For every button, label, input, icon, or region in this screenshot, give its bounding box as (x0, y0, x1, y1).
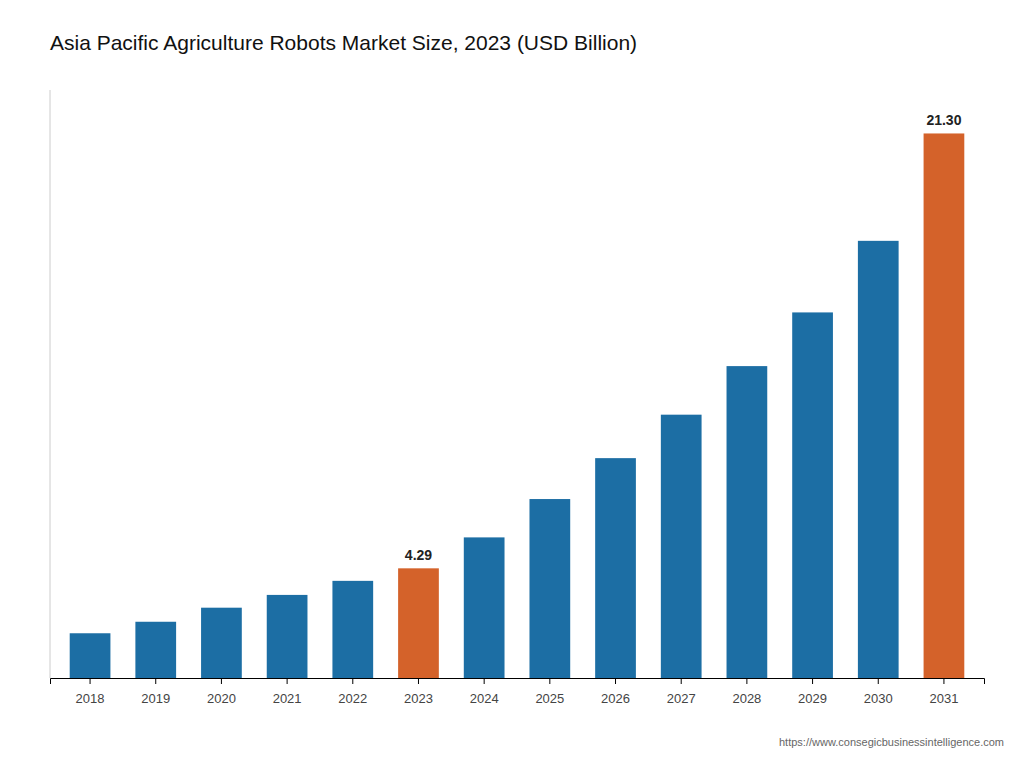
y-axis-line (50, 90, 51, 678)
x-tick-label: 2024 (470, 691, 499, 706)
x-tick-label: 2022 (338, 691, 367, 706)
bar (529, 499, 570, 678)
x-tick-label: 2026 (601, 691, 630, 706)
x-tick-mark (746, 678, 747, 684)
x-tick-mark (943, 678, 944, 684)
x-tick: 2026 (601, 678, 630, 706)
x-tick-mark (681, 678, 682, 684)
x-tick-mark (155, 678, 156, 684)
x-axis-line (51, 679, 985, 685)
x-tick: 2029 (798, 678, 827, 706)
x-tick-label: 2030 (864, 691, 893, 706)
x-tick-mark (484, 678, 485, 684)
x-tick-label: 2027 (667, 691, 696, 706)
bar (398, 568, 439, 678)
x-tick-label: 2029 (798, 691, 827, 706)
background (0, 0, 1024, 768)
x-tick: 2023 (404, 678, 433, 706)
bar (332, 581, 373, 678)
x-tick: 2025 (535, 678, 564, 706)
x-tick-label: 2020 (207, 691, 236, 706)
x-tick: 2018 (76, 678, 105, 706)
x-tick-mark (615, 678, 616, 684)
annotation: https://www.consegicbusinessintelligence… (779, 736, 1004, 748)
x-tick: 2019 (141, 678, 170, 706)
bar (201, 608, 242, 678)
x-tick-mark (418, 678, 419, 684)
x-tick: 2022 (338, 678, 367, 706)
x-tick-label: 2023 (404, 691, 433, 706)
plot: 2018 2019 2020 2021 2022 2023 2024 2025 2026 2027… (50, 90, 985, 706)
x-tick: 2020 (207, 678, 236, 706)
x-tick: 2021 (273, 678, 302, 706)
x-tick-label: 2018 (76, 691, 105, 706)
title: Asia Pacific Agriculture Robots Market S… (50, 31, 637, 54)
x-tick-label: 2019 (141, 691, 170, 706)
x-tick-mark (352, 678, 353, 684)
bars (70, 133, 965, 678)
x-tick: 2024 (470, 678, 499, 706)
x-tick-label: 2028 (732, 691, 761, 706)
chart: 2018 2019 2020 2021 2022 2023 2024 2025 2026 2027… (0, 0, 1024, 768)
x-tick-label: 2021 (273, 691, 302, 706)
x-tick: 2028 (732, 678, 761, 706)
x-tick-mark (90, 678, 91, 684)
bar (792, 312, 833, 678)
data-labels: 4.29 21.30 (405, 112, 962, 563)
bar (924, 133, 965, 678)
data-label: 4.29 (405, 547, 432, 563)
bar (858, 241, 899, 678)
bar (70, 633, 111, 678)
x-tick-mark (221, 678, 222, 684)
x-tick-mark (549, 678, 550, 684)
bar (727, 366, 768, 678)
x-axis: 2018 2019 2020 2021 2022 2023 2024 2025 2026 2027… (51, 678, 985, 706)
x-tick-mark (287, 678, 288, 684)
x-tick: 2030 (864, 678, 893, 706)
x-tick: 2027 (667, 678, 696, 706)
data-label: 21.30 (926, 112, 961, 128)
bar (661, 415, 702, 678)
bar (267, 595, 308, 678)
bar (464, 537, 505, 678)
x-tick: 2031 (929, 678, 958, 706)
x-tick-label: 2031 (929, 691, 958, 706)
x-tick-mark (812, 678, 813, 684)
bar (595, 458, 636, 678)
bar (135, 622, 176, 678)
x-tick-label: 2025 (535, 691, 564, 706)
x-tick-mark (878, 678, 879, 684)
